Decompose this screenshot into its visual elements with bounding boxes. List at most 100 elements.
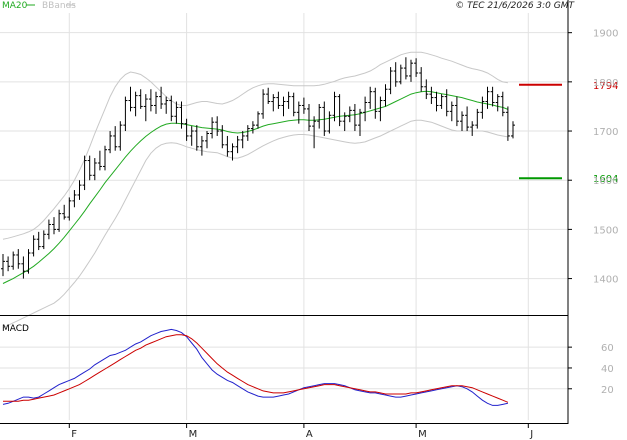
ohlc-bar — [215, 116, 220, 136]
ohlc-bar — [511, 121, 515, 139]
ohlc-bar — [31, 235, 36, 257]
ohlc-bar — [179, 101, 184, 129]
macd-line — [2, 328, 509, 406]
price-levels: 1794 1604 — [519, 81, 618, 185]
ohlc-bar — [271, 94, 276, 112]
ohlc-bar — [133, 91, 138, 117]
ohlc-bar — [301, 97, 306, 114]
level-label: 1604 — [593, 174, 618, 185]
ohlc-bar — [87, 155, 92, 181]
ohlc-bar — [159, 86, 164, 109]
x-tick-label: F — [71, 429, 77, 440]
legend-label: BBands — [42, 1, 76, 11]
y-tick-label: 1500 — [593, 225, 618, 236]
ohlc-bar — [164, 96, 169, 114]
ohlc-bar — [1, 253, 5, 277]
ohlc-bar — [103, 145, 107, 171]
ohlc-bar — [475, 108, 480, 129]
ohlc-bar — [424, 79, 429, 100]
ohlc-bar — [138, 89, 143, 109]
ohlc-bar — [108, 131, 113, 154]
ohlc-bar — [378, 96, 383, 122]
ohlc-bar — [128, 86, 133, 112]
macd-tick-label: 40 — [601, 364, 614, 375]
ohlc-bar — [261, 89, 266, 119]
y-tick-label: 1600 — [593, 176, 618, 187]
y-tick-label: 1900 — [593, 29, 618, 40]
ohlc-bar — [403, 57, 408, 80]
ohlc-bar — [169, 95, 174, 122]
ohlc-bar — [505, 106, 510, 141]
ohlc-bar — [337, 94, 342, 127]
ohlc-bar — [77, 180, 82, 200]
ohlc-bar — [419, 67, 424, 92]
ohlc-bar — [62, 204, 67, 220]
ohlc-bar — [256, 111, 260, 129]
ohlc-bar — [123, 96, 128, 132]
ohlc-bar — [148, 89, 153, 112]
ohlc-bar — [230, 143, 235, 161]
ohlc-bar — [388, 67, 393, 95]
ohlc-bar — [220, 125, 225, 149]
ohlc-bar — [383, 84, 388, 107]
ohlc-bar — [82, 155, 87, 191]
ohlc-bar — [296, 101, 301, 124]
ohlc-bar — [322, 101, 327, 136]
ohlc-bar — [46, 219, 51, 240]
macd-legend-label: MACD — [2, 324, 29, 334]
ohlc-bar — [414, 58, 419, 77]
ohlc-bar — [373, 87, 378, 119]
ohlc-bar — [449, 101, 454, 122]
macd-grid — [0, 346, 568, 390]
ohlc-bar — [245, 125, 250, 141]
x-tick-label: J — [529, 429, 533, 440]
macd-tick-label: 60 — [601, 343, 614, 354]
y-tick-label: 1400 — [593, 275, 618, 286]
ma20-polyline — [2, 90, 509, 284]
ohlc-bar — [225, 135, 230, 157]
ohlc-bar — [194, 125, 199, 151]
ohlc-bar — [465, 106, 470, 132]
ohlc-bar — [470, 121, 475, 136]
ohlc-bar — [286, 91, 291, 109]
macd-lines — [2, 328, 509, 406]
ohlc-bar — [393, 62, 398, 87]
x-tick-label: A — [306, 429, 313, 440]
copyright-text: © TEC 21/6/2026 3:0 GMT — [455, 1, 575, 11]
ohlc-bar — [332, 91, 337, 122]
ohlc-bar — [72, 190, 77, 208]
ohlc-bar — [205, 131, 209, 149]
ohlc-bar — [368, 86, 373, 109]
ohlc-bar — [184, 118, 189, 141]
ohlc-bar — [312, 116, 317, 149]
bollinger-bands — [2, 51, 508, 329]
x-tick-label: M — [189, 429, 198, 440]
ohlc-bar — [21, 256, 26, 279]
ohlc-bar — [189, 126, 194, 146]
legend-label: MA20 — [2, 1, 28, 11]
price-grid — [0, 13, 568, 420]
macd-tick-label: 20 — [601, 385, 614, 396]
ohlc-bar — [429, 86, 434, 104]
ohlc-bar — [113, 126, 118, 151]
ohlc-bar — [352, 103, 357, 132]
ohlc-bar — [6, 256, 11, 272]
ohlc-bar — [67, 197, 72, 221]
y-tick-label: 1700 — [593, 127, 618, 138]
ohlc-bar — [358, 108, 362, 136]
ohlc-bar — [363, 96, 368, 122]
ohlc-bar — [409, 59, 413, 82]
ohlc-bar — [235, 135, 240, 154]
ohlc-bar — [500, 91, 505, 117]
ohlc-bar — [240, 131, 245, 149]
legend: MA20 BBands MACD — [2, 1, 76, 334]
ohlc-bar — [52, 217, 56, 235]
bb-upper-line — [2, 51, 508, 240]
ohlc-bar — [281, 96, 286, 117]
ohlc-bar — [454, 96, 459, 127]
ohlc-bar — [92, 158, 97, 181]
ohlc-bar — [41, 230, 46, 250]
bb-lower-line — [2, 119, 508, 329]
ohlc-bar — [347, 106, 352, 123]
ohlc-bar — [174, 101, 179, 124]
